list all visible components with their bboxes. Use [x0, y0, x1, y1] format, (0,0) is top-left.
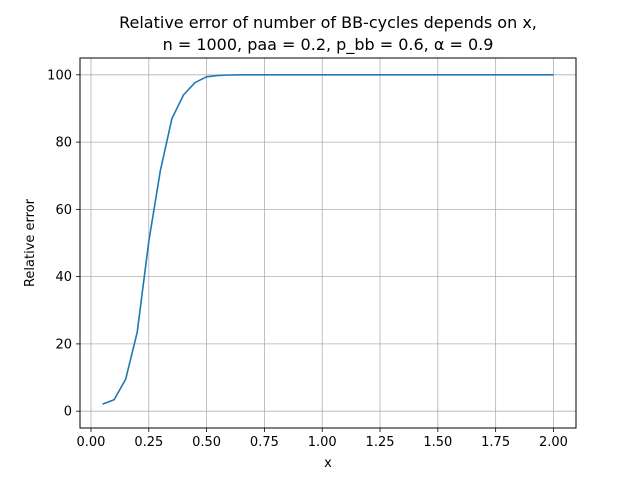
- x-tick-label: 1.00: [308, 435, 337, 450]
- y-axis-label: Relative error: [23, 198, 38, 287]
- x-tick-label: 1.50: [423, 435, 452, 450]
- x-tick-label: 1.25: [366, 435, 395, 450]
- y-axis: 0 20 40 60 80 100: [47, 68, 80, 420]
- x-tick-label: 2.00: [539, 435, 568, 450]
- y-tick-label: 40: [55, 270, 72, 285]
- series-line-0: [102, 74, 554, 405]
- x-tick-label: 0.25: [134, 435, 163, 450]
- x-axis: 0.00 0.25 0.50 0.75 1.00 1.25 1.50 1.75 2.00: [77, 428, 568, 450]
- plot-area-frame: [79, 57, 577, 429]
- y-tick-label: 0: [64, 405, 72, 420]
- x-axis-label: x: [324, 456, 332, 471]
- y-tick-label: 80: [55, 136, 72, 151]
- series-layer: [102, 74, 554, 405]
- chart-title: Relative error of number of BB-cycles de…: [119, 13, 537, 32]
- y-tick-label: 60: [55, 203, 72, 218]
- x-tick-label: 1.75: [481, 435, 510, 450]
- x-tick-label: 0.75: [250, 435, 279, 450]
- y-tick-label: 20: [55, 337, 72, 352]
- chart-title-group: Relative error of number of BB-cycles de…: [119, 13, 537, 55]
- y-tick-label: 100: [47, 68, 72, 83]
- x-tick-label: 0.50: [192, 435, 221, 450]
- chart-subtitle: n = 1000, paa = 0.2, p_bb = 0.6, α = 0.9: [163, 35, 494, 55]
- x-tick-label: 0.00: [77, 435, 106, 450]
- grid: [80, 58, 576, 428]
